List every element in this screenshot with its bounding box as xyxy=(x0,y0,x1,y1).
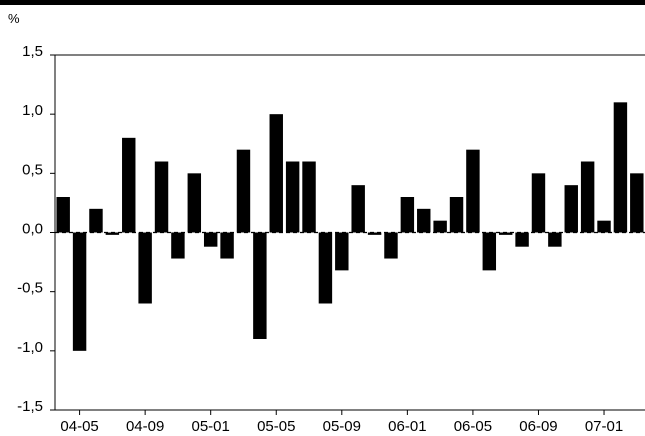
bar xyxy=(154,161,169,233)
bar xyxy=(187,173,202,233)
x-tick-label: 06-09 xyxy=(519,418,557,435)
bar xyxy=(138,232,152,304)
bar xyxy=(433,220,447,233)
y-tick-label: -1,5 xyxy=(17,398,43,415)
bar xyxy=(597,220,611,233)
y-tick-label: -1,0 xyxy=(17,339,43,356)
y-tick-label: 1,0 xyxy=(22,102,43,119)
bar xyxy=(531,173,546,233)
bar xyxy=(630,173,644,233)
bar xyxy=(171,232,185,259)
bar xyxy=(56,197,70,233)
bar xyxy=(466,149,480,233)
bar xyxy=(253,232,267,339)
bar xyxy=(236,149,251,233)
bar xyxy=(449,197,464,233)
bar xyxy=(367,232,382,235)
bar xyxy=(203,232,218,247)
bar xyxy=(302,161,316,233)
bar xyxy=(89,208,103,233)
x-tick-label: 05-01 xyxy=(192,418,230,435)
bar xyxy=(613,102,628,233)
y-tick-label: 1,5 xyxy=(22,43,43,60)
bar xyxy=(482,232,497,271)
y-tick-label: -0,5 xyxy=(17,280,43,297)
x-tick-label: 06-01 xyxy=(388,418,426,435)
bar xyxy=(548,232,562,247)
bar xyxy=(498,232,513,235)
bar xyxy=(220,232,234,259)
bar xyxy=(580,161,595,233)
bar xyxy=(269,114,283,233)
x-tick-label: 05-09 xyxy=(323,418,361,435)
bar xyxy=(515,232,529,247)
x-tick-label: 05-05 xyxy=(257,418,295,435)
bar xyxy=(285,161,300,233)
y-tick-label: 0,0 xyxy=(22,221,43,238)
bar xyxy=(384,232,398,259)
bar xyxy=(318,232,333,304)
bar xyxy=(72,232,87,351)
bar xyxy=(105,232,120,235)
x-tick-label: 04-05 xyxy=(60,418,98,435)
bar xyxy=(335,232,349,271)
x-tick-label: 04-09 xyxy=(126,418,164,435)
bar xyxy=(417,208,431,233)
x-tick-label: 06-05 xyxy=(454,418,492,435)
bar xyxy=(122,137,136,233)
x-tick-label: 07-01 xyxy=(585,418,623,435)
bar xyxy=(564,185,578,233)
bar xyxy=(400,197,415,233)
top-rule xyxy=(0,0,645,5)
y-unit-label: % xyxy=(8,11,20,26)
y-tick-label: 0,5 xyxy=(22,161,43,178)
bar xyxy=(351,185,365,233)
